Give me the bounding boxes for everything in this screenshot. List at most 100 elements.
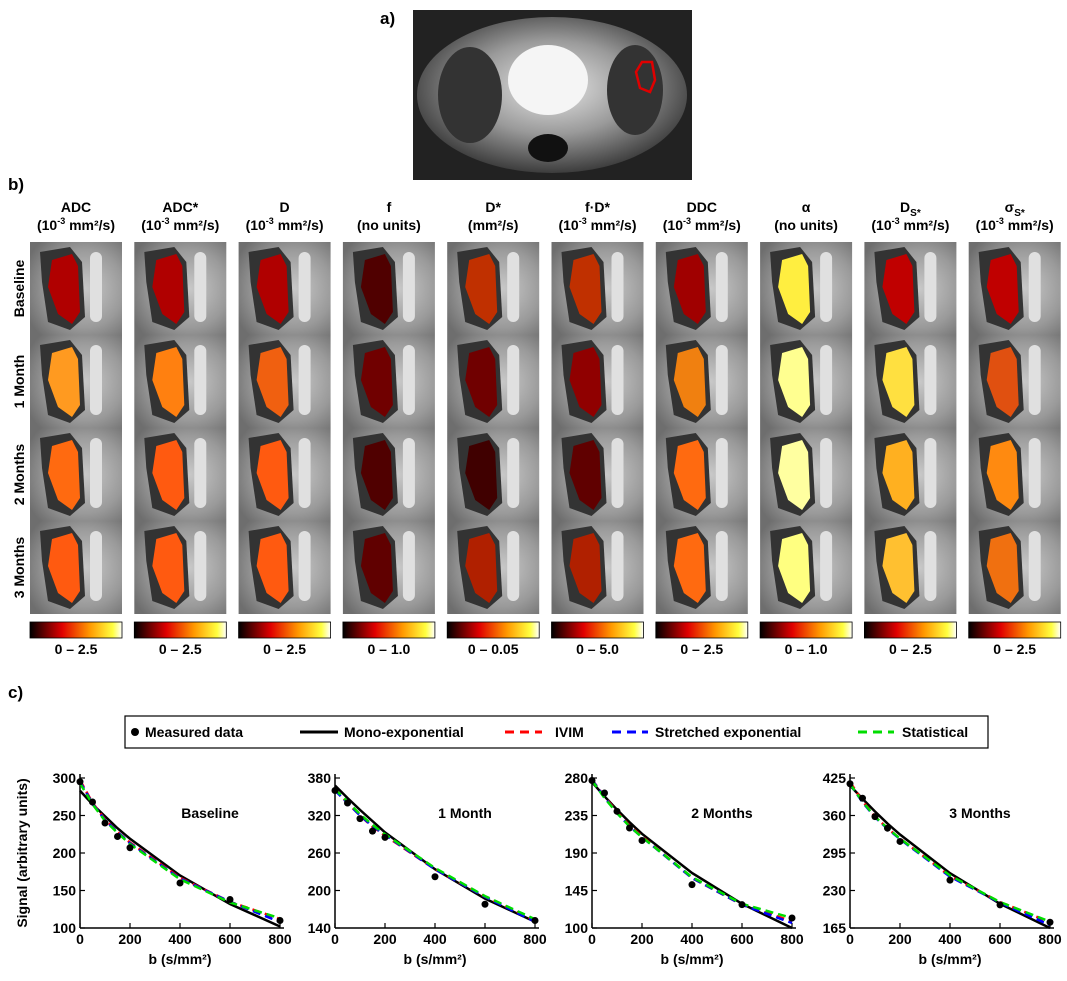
colorbar-range: 0 – 2.5 bbox=[159, 641, 202, 657]
unit-text: (10 bbox=[141, 217, 161, 233]
data-point bbox=[997, 901, 1004, 908]
data-point bbox=[89, 799, 96, 806]
unit-exponent: -3 bbox=[57, 216, 65, 226]
x-tick-label: 200 bbox=[630, 931, 654, 947]
map-vessel bbox=[194, 531, 206, 601]
colorbar bbox=[447, 622, 539, 638]
y-tick-label: 145 bbox=[565, 883, 589, 899]
column-unit: (10-3 mm²/s) bbox=[976, 216, 1054, 233]
data-point bbox=[739, 901, 746, 908]
mri-image bbox=[413, 10, 692, 180]
unit-text: (10 bbox=[871, 217, 891, 233]
fit-line bbox=[80, 782, 280, 922]
column-name: f·D* bbox=[585, 199, 610, 215]
map-vessel bbox=[820, 252, 832, 322]
map-vessel bbox=[507, 438, 519, 508]
map-vessel bbox=[1029, 345, 1041, 415]
colorbar-range: 0 – 1.0 bbox=[785, 641, 828, 657]
data-point bbox=[482, 901, 489, 908]
map-vessel bbox=[1029, 252, 1041, 322]
figure: a) b) c) Measured data Mono-exponential … bbox=[0, 0, 1067, 976]
column-name: D bbox=[900, 199, 910, 215]
column-name: D bbox=[280, 199, 290, 215]
fit-line bbox=[335, 789, 535, 919]
y-tick-label: 300 bbox=[53, 770, 77, 786]
y-axis-label: Signal (arbitrary units) bbox=[14, 778, 30, 927]
row-label: Baseline bbox=[11, 259, 27, 317]
column-name: α bbox=[802, 199, 811, 215]
unit-text: (10 bbox=[246, 217, 266, 233]
column-name: DDC bbox=[687, 199, 717, 215]
data-point bbox=[1047, 919, 1054, 926]
panel-label: c) bbox=[8, 683, 23, 702]
colorbar bbox=[864, 622, 956, 638]
map-vessel bbox=[612, 438, 624, 508]
map-vessel bbox=[820, 438, 832, 508]
map-vessel bbox=[507, 345, 519, 415]
x-tick-label: 600 bbox=[988, 931, 1012, 947]
map-vessel bbox=[90, 252, 102, 322]
data-point bbox=[532, 917, 539, 924]
unit-exponent: -3 bbox=[683, 216, 691, 226]
column-unit: (10-3 mm²/s) bbox=[37, 216, 115, 233]
fit-line bbox=[335, 789, 535, 920]
y-tick-label: 320 bbox=[308, 808, 332, 824]
column-unit: (no units) bbox=[357, 217, 421, 233]
column-name: f bbox=[387, 199, 392, 215]
chart-title: Baseline bbox=[181, 805, 239, 821]
map-vessel bbox=[716, 345, 728, 415]
colorbar bbox=[239, 622, 331, 638]
map-vessel bbox=[924, 252, 936, 322]
map-vessel bbox=[194, 438, 206, 508]
data-point bbox=[589, 777, 596, 784]
data-point bbox=[382, 834, 389, 841]
column-unit: (10-3 mm²/s) bbox=[246, 216, 324, 233]
x-tick-label: 400 bbox=[423, 931, 447, 947]
unit-text: mm²/s) bbox=[274, 217, 324, 233]
unit-text: mm²/s) bbox=[65, 217, 115, 233]
colorbar-range: 0 – 5.0 bbox=[576, 641, 619, 657]
map-vessel bbox=[820, 531, 832, 601]
data-point bbox=[639, 837, 646, 844]
unit-text: (no units) bbox=[774, 217, 838, 233]
column-header: D* bbox=[485, 199, 501, 215]
legend-label: Statistical bbox=[902, 724, 968, 740]
legend-label: Mono-exponential bbox=[344, 724, 464, 740]
y-tick-label: 100 bbox=[53, 920, 77, 936]
x-axis-label: b (s/mm²) bbox=[149, 951, 212, 967]
unit-text: (no units) bbox=[357, 217, 421, 233]
fit-line bbox=[80, 791, 280, 927]
map-vessel bbox=[1029, 438, 1041, 508]
fit-line bbox=[850, 782, 1050, 922]
data-point bbox=[872, 813, 879, 820]
y-tick-label: 250 bbox=[53, 808, 77, 824]
y-tick-label: 295 bbox=[823, 845, 847, 861]
chart-title: 2 Months bbox=[691, 805, 753, 821]
map-vessel bbox=[90, 345, 102, 415]
x-tick-label: 800 bbox=[1038, 931, 1062, 947]
colorbar-range: 0 – 2.5 bbox=[263, 641, 306, 657]
column-header: ADC bbox=[61, 199, 91, 215]
map-vessel bbox=[612, 345, 624, 415]
x-tick-label: 800 bbox=[523, 931, 547, 947]
colorbar-range: 0 – 0.05 bbox=[468, 641, 519, 657]
x-axis-label: b (s/mm²) bbox=[661, 951, 724, 967]
x-tick-label: 0 bbox=[331, 931, 339, 947]
x-tick-label: 0 bbox=[588, 931, 596, 947]
column-unit: (10-3 mm²/s) bbox=[558, 216, 636, 233]
data-point bbox=[277, 917, 284, 924]
row-label: 1 Month bbox=[11, 355, 27, 409]
chart-title: 3 Months bbox=[949, 805, 1011, 821]
data-point bbox=[432, 873, 439, 880]
data-point bbox=[859, 795, 866, 802]
map-vessel bbox=[507, 531, 519, 601]
map-vessel bbox=[612, 531, 624, 601]
y-tick-label: 260 bbox=[308, 845, 332, 861]
y-tick-label: 165 bbox=[823, 920, 847, 936]
y-tick-label: 150 bbox=[53, 883, 77, 899]
data-point bbox=[332, 787, 339, 794]
chart-title: 1 Month bbox=[438, 805, 492, 821]
colorbar bbox=[134, 622, 226, 638]
column-header: DDC bbox=[687, 199, 717, 215]
colorbar-range: 0 – 1.0 bbox=[367, 641, 410, 657]
